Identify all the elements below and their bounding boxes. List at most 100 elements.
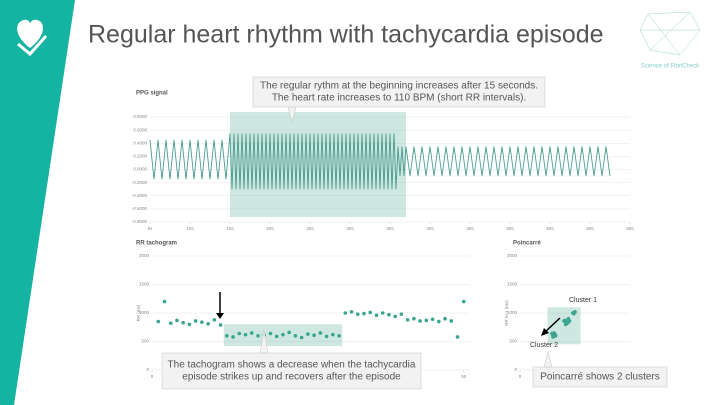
point <box>331 332 335 337</box>
cluster-label: Cluster 2 <box>530 342 558 349</box>
point <box>362 311 366 316</box>
point <box>312 333 316 338</box>
y-axis-label: RR n+1 (ms) <box>504 300 509 326</box>
point <box>225 334 229 338</box>
point <box>412 316 416 321</box>
point <box>424 318 429 323</box>
callout-box <box>252 76 546 108</box>
point <box>550 332 555 337</box>
point <box>156 319 161 324</box>
point <box>399 312 404 316</box>
side-band <box>0 0 75 405</box>
y-tick-label: 0.4000 <box>133 140 147 145</box>
x-tick-label: 55s <box>546 226 554 231</box>
point <box>200 320 204 324</box>
point <box>337 334 341 338</box>
point <box>218 323 223 327</box>
y-tick-label: 500 <box>141 339 149 344</box>
y-tick-label: -0.8000 <box>132 219 148 224</box>
x-tick-label: 45s <box>466 226 474 231</box>
point <box>562 319 566 323</box>
callout: Poincarré shows 2 clusters <box>532 350 668 388</box>
heart-icon <box>17 19 48 57</box>
x-tick-label: 30s <box>346 226 354 231</box>
arrow-head <box>216 313 224 319</box>
cluster-label: Cluster 1 <box>569 297 597 304</box>
arrow <box>544 317 561 333</box>
point <box>387 312 391 317</box>
y-tick-label: 0.0000 <box>133 167 147 172</box>
point <box>206 322 210 326</box>
point <box>274 334 279 339</box>
point <box>393 314 397 319</box>
point <box>380 311 385 315</box>
callout-pointer <box>287 106 297 124</box>
point <box>162 299 167 304</box>
point <box>231 335 235 339</box>
point <box>168 321 173 326</box>
arrow-head <box>541 328 549 336</box>
callout-box <box>161 352 422 390</box>
x-tick-label: 20s <box>266 226 274 231</box>
y-tick-label: 1000 <box>507 310 518 315</box>
point <box>299 335 304 340</box>
point <box>374 313 379 318</box>
point <box>349 310 354 314</box>
point <box>318 331 323 335</box>
slide-title: Regular heart rhythm with tachycardia ep… <box>88 21 604 49</box>
point <box>368 310 373 315</box>
ppg-line <box>149 133 611 190</box>
point <box>212 318 217 322</box>
callout-text: Poincarré shows 2 clusters <box>540 372 660 383</box>
logo-text: Science of FibriCheck <box>641 64 700 70</box>
y-tick-label: 2000 <box>507 253 518 258</box>
point <box>443 316 447 321</box>
x-tick-label: 50s <box>506 226 514 231</box>
x-tick-label: 40s <box>426 226 434 231</box>
y-tick-label: 0 <box>514 367 517 372</box>
callout-text: The tachogram shows a decrease when the … <box>168 360 416 371</box>
point <box>237 331 242 336</box>
point <box>181 320 185 325</box>
y-tick-label: -0.2000 <box>132 180 148 185</box>
point <box>355 312 360 316</box>
y-tick-label: 1000 <box>139 310 150 315</box>
x-tick-label: 65s <box>626 226 634 231</box>
point <box>455 335 460 339</box>
chart-title: Poincarré <box>513 241 541 247</box>
chart-title: RR tachogram <box>136 241 177 247</box>
callout-text: episode strikes up and recovers after th… <box>182 372 401 383</box>
logo <box>639 11 701 56</box>
y-tick-label: 2000 <box>139 253 150 258</box>
point <box>268 331 273 336</box>
point <box>193 319 198 323</box>
point <box>461 299 466 304</box>
y-tick-label: -0.4000 <box>132 193 148 198</box>
point <box>249 331 254 335</box>
y-tick-label: 500 <box>509 339 517 344</box>
x-tick-label: 15s <box>226 226 234 231</box>
point <box>256 334 260 338</box>
point <box>449 319 454 323</box>
x-tick-label: 60s <box>586 226 594 231</box>
callout-text: The heart rate increases to 110 BPM (sho… <box>272 93 526 104</box>
y-tick-label: 0.2000 <box>133 154 147 159</box>
callout-text: The regular rythm at the beginning incre… <box>260 81 538 92</box>
y-tick-label: 1500 <box>139 282 150 287</box>
x-tick-label: 5s <box>148 226 154 231</box>
callout: The tachogram shows a decrease when the … <box>161 329 422 390</box>
y-tick-label: -0.6000 <box>132 206 148 211</box>
x-tick-label: 35s <box>386 226 394 231</box>
highlight <box>230 112 406 217</box>
point <box>418 319 422 323</box>
y-tick-label: 0.8000 <box>133 114 147 119</box>
point <box>324 334 329 339</box>
point <box>287 330 291 335</box>
callout-pointer <box>259 329 269 354</box>
x-tick-label: 0 <box>519 374 522 379</box>
point <box>281 332 285 337</box>
point <box>571 311 575 315</box>
y-tick-label: 0 <box>146 367 149 372</box>
y-tick-label: 1500 <box>507 282 518 287</box>
